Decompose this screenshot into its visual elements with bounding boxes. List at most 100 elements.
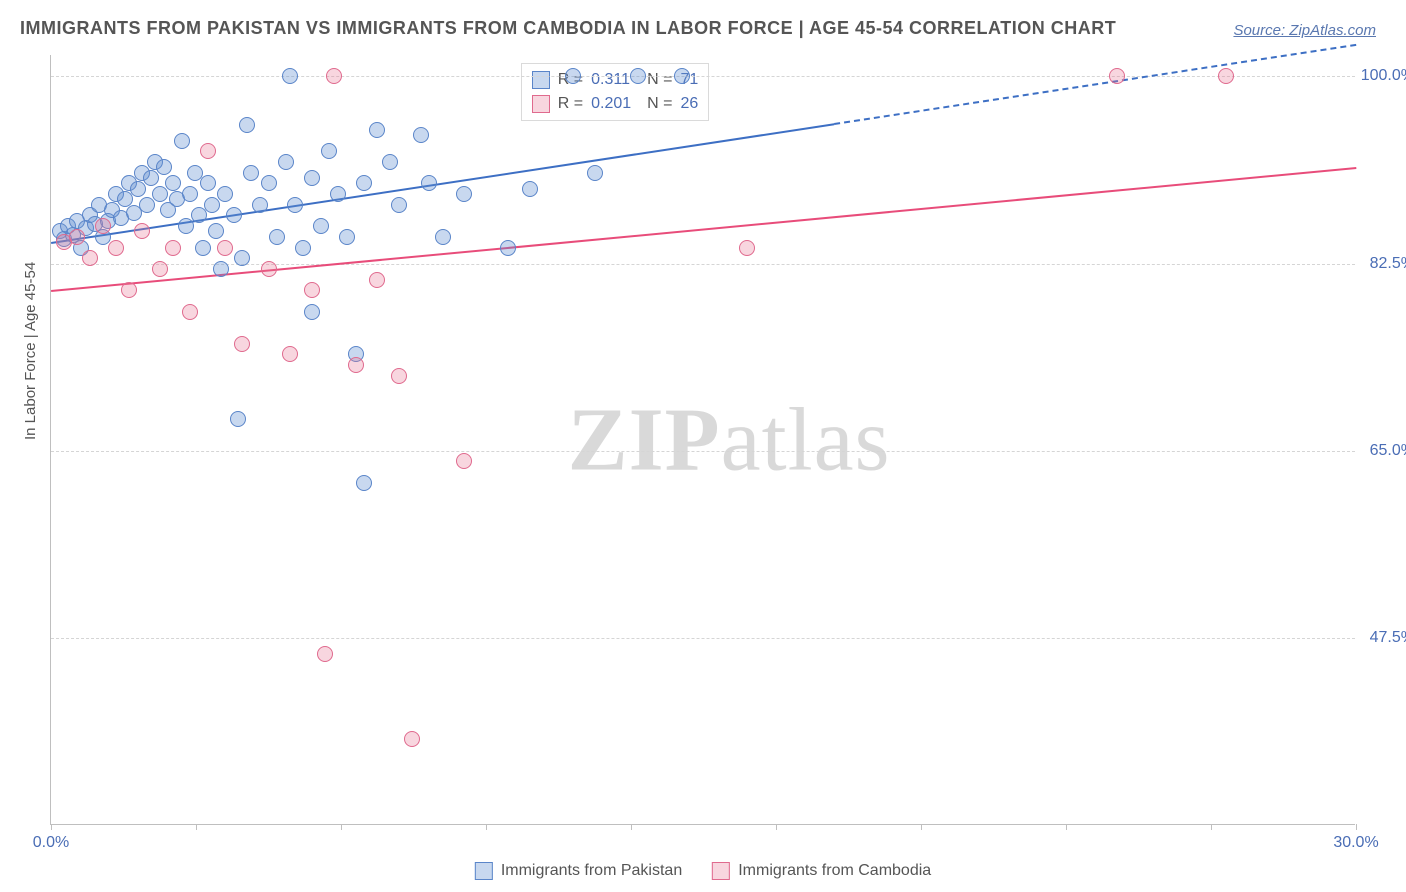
data-point [456,186,472,202]
legend-label: Immigrants from Pakistan [501,862,682,880]
data-point [356,475,372,491]
data-point [317,646,333,662]
data-point [239,117,255,133]
stats-row: R =0.311N =71 [532,68,698,92]
legend-swatch [532,95,550,113]
source-link[interactable]: Source: ZipAtlas.com [1233,22,1376,39]
legend-item: Immigrants from Pakistan [475,862,682,880]
data-point [369,122,385,138]
data-point [391,368,407,384]
data-point [195,240,211,256]
x-tick [921,824,922,830]
data-point [200,143,216,159]
data-point [356,175,372,191]
y-tick-label: 100.0% [1360,67,1406,85]
data-point [174,133,190,149]
grid-line [51,451,1355,452]
r-label: R = [558,92,583,116]
n-label: N = [647,92,672,116]
data-point [278,154,294,170]
data-point [108,240,124,256]
data-point [413,127,429,143]
data-point [304,170,320,186]
x-tick-label: 30.0% [1333,834,1378,852]
data-point [304,282,320,298]
data-point [165,240,181,256]
data-point [152,261,168,277]
legend-swatch [712,862,730,880]
legend-swatch [532,71,550,89]
data-point [313,218,329,234]
grid-line [51,638,1355,639]
x-tick [631,824,632,830]
data-point [269,229,285,245]
r-value: 0.201 [591,92,639,116]
legend-label: Immigrants from Cambodia [738,862,931,880]
data-point [1218,68,1234,84]
data-point [1109,68,1125,84]
data-point [282,68,298,84]
data-point [565,68,581,84]
data-point [261,261,277,277]
data-point [217,186,233,202]
x-tick [196,824,197,830]
data-point [252,197,268,213]
plot-area: ZIPatlas R =0.311N =71R =0.201N =26 100.… [50,55,1355,825]
grid-line [51,76,1355,77]
x-tick [1211,824,1212,830]
data-point [674,68,690,84]
data-point [121,282,137,298]
data-point [234,336,250,352]
data-point [404,731,420,747]
data-point [165,175,181,191]
chart-title: IMMIGRANTS FROM PAKISTAN VS IMMIGRANTS F… [20,18,1116,39]
data-point [226,207,242,223]
data-point [282,346,298,362]
x-tick [51,824,52,830]
y-axis-title: In Labor Force | Age 45-54 [22,262,39,440]
legend-item: Immigrants from Cambodia [712,862,931,880]
trend-line [51,167,1356,292]
data-point [217,240,233,256]
data-point [321,143,337,159]
bottom-legend: Immigrants from Pakistan Immigrants from … [475,862,931,880]
x-tick [341,824,342,830]
stats-row: R = 0.201 N = 26 [532,92,698,116]
data-point [204,197,220,213]
data-point [330,186,346,202]
y-tick-label: 65.0% [1360,442,1406,460]
data-point [391,197,407,213]
n-value: 26 [680,92,698,116]
data-point [69,229,85,245]
data-point [230,411,246,427]
data-point [130,181,146,197]
data-point [234,250,250,266]
data-point [739,240,755,256]
y-tick-label: 47.5% [1360,629,1406,647]
data-point [82,250,98,266]
data-point [139,197,155,213]
data-point [435,229,451,245]
data-point [261,175,277,191]
data-point [208,223,224,239]
data-point [339,229,355,245]
data-point [456,453,472,469]
watermark-bold: ZIP [568,390,721,489]
legend-swatch [475,862,493,880]
watermark: ZIPatlas [568,388,891,491]
data-point [421,175,437,191]
data-point [382,154,398,170]
data-point [191,207,207,223]
x-tick [1066,824,1067,830]
x-tick [776,824,777,830]
data-point [243,165,259,181]
data-point [156,159,172,175]
data-point [95,218,111,234]
x-tick-label: 0.0% [33,834,69,852]
trend-line [834,44,1356,125]
x-tick [1356,824,1357,830]
data-point [178,218,194,234]
x-tick [486,824,487,830]
data-point [587,165,603,181]
data-point [522,181,538,197]
